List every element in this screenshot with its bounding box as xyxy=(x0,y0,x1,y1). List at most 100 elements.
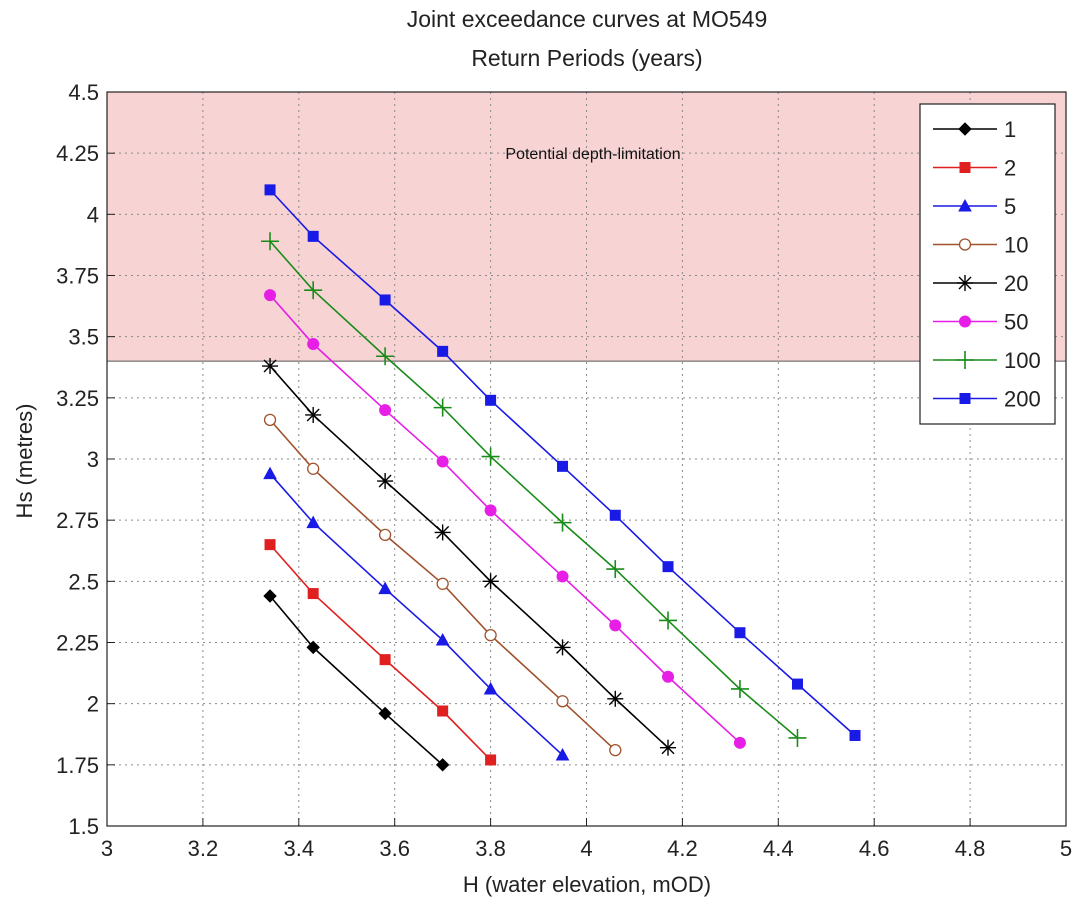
x-tick-label: 3.2 xyxy=(188,836,219,861)
x-tick-label: 3.8 xyxy=(475,836,506,861)
data-point xyxy=(263,589,277,603)
series-20 xyxy=(262,358,677,756)
data-point xyxy=(791,678,803,690)
x-tick-label: 3.6 xyxy=(379,836,410,861)
y-tick-label: 4.5 xyxy=(68,80,99,105)
series-10 xyxy=(263,413,622,757)
series-line-5 xyxy=(269,473,564,756)
series-line-1 xyxy=(269,595,444,766)
y-tick-label: 1.5 xyxy=(68,814,99,839)
legend: 1 2 5 10 20 50 100 200 xyxy=(919,103,1056,425)
legend-label: 2 xyxy=(1004,156,1016,181)
data-point xyxy=(376,347,395,366)
y-tick-label: 2 xyxy=(87,692,99,717)
legend-item-10: 10 xyxy=(933,233,1028,258)
data-point xyxy=(553,513,572,532)
data-point xyxy=(482,573,499,590)
data-point xyxy=(609,744,622,757)
legend-marker xyxy=(958,238,972,251)
x-tick-label: 4.8 xyxy=(955,836,986,861)
data-point xyxy=(609,619,622,632)
data-point xyxy=(554,639,571,656)
data-point xyxy=(435,633,450,646)
y-tick-label: 2.25 xyxy=(56,631,99,656)
data-point xyxy=(379,294,391,306)
y-tick-label: 1.75 xyxy=(56,753,99,778)
data-point xyxy=(264,289,277,302)
legend-box xyxy=(919,103,1056,425)
legend-label: 1 xyxy=(1004,117,1016,142)
legend-item-20: 20 xyxy=(933,271,1028,296)
data-point xyxy=(436,577,449,590)
x-tick-label: 4.6 xyxy=(859,836,890,861)
legend-marker xyxy=(958,198,972,212)
legend-marker xyxy=(959,315,971,328)
chart-title: Joint exceedance curves at MO549 xyxy=(407,6,768,32)
series-2 xyxy=(264,539,497,766)
legend-label: 5 xyxy=(1004,194,1016,219)
data-point xyxy=(437,705,449,717)
x-tick-label: 4.4 xyxy=(763,836,794,861)
data-point xyxy=(307,338,320,351)
data-point xyxy=(379,654,391,666)
data-point xyxy=(555,748,570,761)
data-point xyxy=(435,758,450,772)
series-line-100 xyxy=(269,240,798,739)
series-1 xyxy=(263,589,450,772)
legend-label: 100 xyxy=(1004,348,1041,373)
data-point xyxy=(304,281,323,300)
legend-label: 10 xyxy=(1004,233,1028,258)
data-point xyxy=(436,455,449,468)
legend-item-100: 100 xyxy=(933,348,1041,373)
data-point xyxy=(484,504,497,517)
series-line-20 xyxy=(269,365,669,749)
legend-marker xyxy=(959,162,971,173)
data-point xyxy=(307,462,320,475)
data-point xyxy=(660,739,677,756)
y-tick-label: 2.5 xyxy=(68,569,99,594)
legend-marker xyxy=(957,275,973,291)
data-point xyxy=(437,345,449,357)
data-point xyxy=(609,509,621,521)
series-5 xyxy=(263,466,570,761)
data-point xyxy=(733,736,746,749)
data-point xyxy=(662,670,675,683)
y-tick-label: 3 xyxy=(87,447,99,472)
chart-subtitle: Return Periods (years) xyxy=(471,45,702,71)
series-200 xyxy=(264,184,861,741)
data-point xyxy=(734,627,746,639)
data-point xyxy=(306,640,320,655)
depth-limitation-region xyxy=(107,92,1066,362)
x-tick-label: 3 xyxy=(101,836,113,861)
data-point xyxy=(849,729,861,741)
legend-label: 200 xyxy=(1004,387,1041,412)
data-point xyxy=(485,394,497,406)
y-tick-label: 2.75 xyxy=(56,508,99,533)
legend-item-1: 1 xyxy=(933,117,1016,142)
data-point xyxy=(434,524,451,541)
data-point xyxy=(433,398,452,417)
data-point xyxy=(378,528,392,541)
data-point xyxy=(378,581,392,595)
y-tick-label: 4.25 xyxy=(56,141,99,166)
data-point xyxy=(556,570,569,583)
data-point xyxy=(788,728,807,747)
data-point xyxy=(306,515,321,529)
data-point xyxy=(261,232,280,251)
data-point xyxy=(481,447,500,466)
plot-frame xyxy=(106,91,1067,827)
data-point xyxy=(307,230,319,242)
data-point xyxy=(378,706,392,721)
data-point xyxy=(264,539,276,551)
series-100 xyxy=(261,232,807,747)
legend-item-2: 2 xyxy=(933,156,1016,181)
legend-item-200: 200 xyxy=(933,387,1041,412)
x-tick-label: 5 xyxy=(1060,836,1072,861)
data-point xyxy=(263,413,277,427)
data-point xyxy=(662,561,674,573)
depth-limitation-annotation: Potential depth-limitation xyxy=(505,146,680,163)
legend-item-50: 50 xyxy=(933,310,1028,335)
y-tick-label: 3.75 xyxy=(56,264,99,289)
data-point xyxy=(307,588,319,600)
